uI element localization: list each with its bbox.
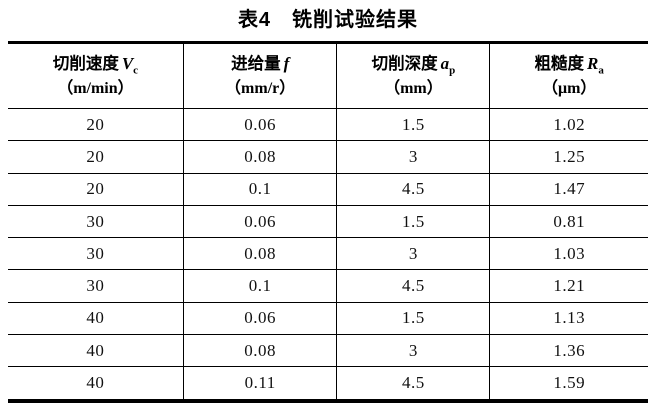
- table-cell: 0.1: [182, 269, 337, 303]
- table-row: 20 0.06 1.5 1.02: [8, 108, 648, 142]
- table-cell: 30: [8, 205, 184, 239]
- table-cell: 40: [8, 302, 184, 336]
- table-cell: 1.25: [489, 140, 648, 174]
- table-cell: 1.5: [336, 108, 490, 142]
- col-header-label: 切削速度 Vc: [52, 54, 139, 77]
- col-header-cutting-speed: 切削速度 Vc （m/min）: [8, 42, 184, 109]
- table-cell: 40: [86, 373, 105, 393]
- table-title: 表4 铣削试验结果: [237, 9, 419, 31]
- table-row: 40 0.08 3 1.36: [8, 334, 648, 368]
- table-cell: 0.08: [182, 237, 337, 271]
- milling-results-table: 切削速度 Vc （m/min） 进给量 f （mm/r） 切削深度 ap （mm） 粗…: [8, 41, 648, 403]
- table-cell: 1.47: [489, 173, 648, 206]
- symbol-Vc: Vc: [121, 54, 139, 77]
- table-cell: 0.06: [182, 205, 337, 239]
- col-header-label: 切削深度 ap: [371, 54, 456, 77]
- table-cell: 0.06: [182, 302, 337, 336]
- table-cell: 1.21: [489, 269, 648, 303]
- col-header-unit: （mm）: [384, 80, 443, 97]
- table-cell: 3: [336, 237, 490, 271]
- table-cell: 0.06: [182, 108, 337, 142]
- header-row: 切削速度 Vc （m/min） 进给量 f （mm/r） 切削深度 ap （mm） 粗…: [8, 42, 648, 109]
- table-row: 30 0.1 4.5 1.21: [8, 269, 648, 303]
- col-header-unit: （m/min）: [57, 80, 134, 97]
- table-cell: 1.59: [489, 366, 648, 401]
- table-cell: 20: [8, 140, 184, 174]
- table-cell: 1.13: [489, 302, 648, 336]
- table-cell: 0.08: [182, 140, 337, 174]
- table-cell: 4.5: [336, 269, 490, 303]
- table-cell: 1.02: [489, 108, 648, 142]
- table-cell: 1.03: [489, 237, 648, 271]
- table-cell: 0.11: [182, 366, 337, 401]
- col-header-label: 进给量 f: [231, 54, 290, 73]
- table-cell: 1.36: [489, 334, 648, 368]
- table-cell: 1.5: [336, 205, 490, 239]
- col-header-unit: （μm）: [542, 80, 597, 97]
- table-row: 30 0.06 1.5 0.81: [8, 205, 648, 239]
- table-cell: 3: [336, 140, 490, 174]
- table-cell: 4.5: [336, 173, 490, 206]
- col-header-cutting-depth: 切削深度 ap （mm）: [336, 42, 490, 109]
- table-cell: 3: [336, 334, 490, 368]
- table-cell: 0.08: [182, 334, 337, 368]
- table-cell: 20: [8, 173, 184, 206]
- table-cell: 30: [8, 237, 184, 271]
- symbol-ap: ap: [440, 54, 456, 77]
- col-header-roughness: 粗糙度 Ra （μm）: [489, 42, 648, 109]
- table-cell: 20: [8, 108, 184, 142]
- table-body: 20 0.06 1.5 1.02 20 0.08 3 1.25 20 0.1 4.5 1.47 30 0.…: [8, 108, 648, 401]
- table-cell: 30: [8, 269, 184, 303]
- col-header-unit: （mm/r）: [225, 80, 296, 97]
- table-row: 40 0.06 1.5 1.13: [8, 302, 648, 336]
- col-header-label: 粗糙度 Ra: [534, 54, 604, 77]
- table-cell: 40: [8, 334, 184, 368]
- table-row: 40 0.11 4.5 1.59: [8, 366, 648, 401]
- col-header-feed-rate: 进给量 f （mm/r）: [182, 42, 337, 109]
- table-cell: 1.5: [336, 302, 490, 336]
- table-cell: 0.1: [182, 173, 337, 206]
- table-row: 30 0.08 3 1.03: [8, 237, 648, 271]
- symbol-Ra: Ra: [587, 54, 604, 77]
- symbol-f: f: [283, 54, 290, 73]
- table-row: 20 0.08 3 1.25: [8, 140, 648, 174]
- table-cell: 0.81: [489, 205, 648, 239]
- table-row: 20 0.1 4.5 1.47: [8, 173, 648, 206]
- table-header: 切削速度 Vc （m/min） 进给量 f （mm/r） 切削深度 ap （mm） 粗…: [8, 42, 648, 109]
- table-cell: 4.5: [336, 366, 490, 401]
